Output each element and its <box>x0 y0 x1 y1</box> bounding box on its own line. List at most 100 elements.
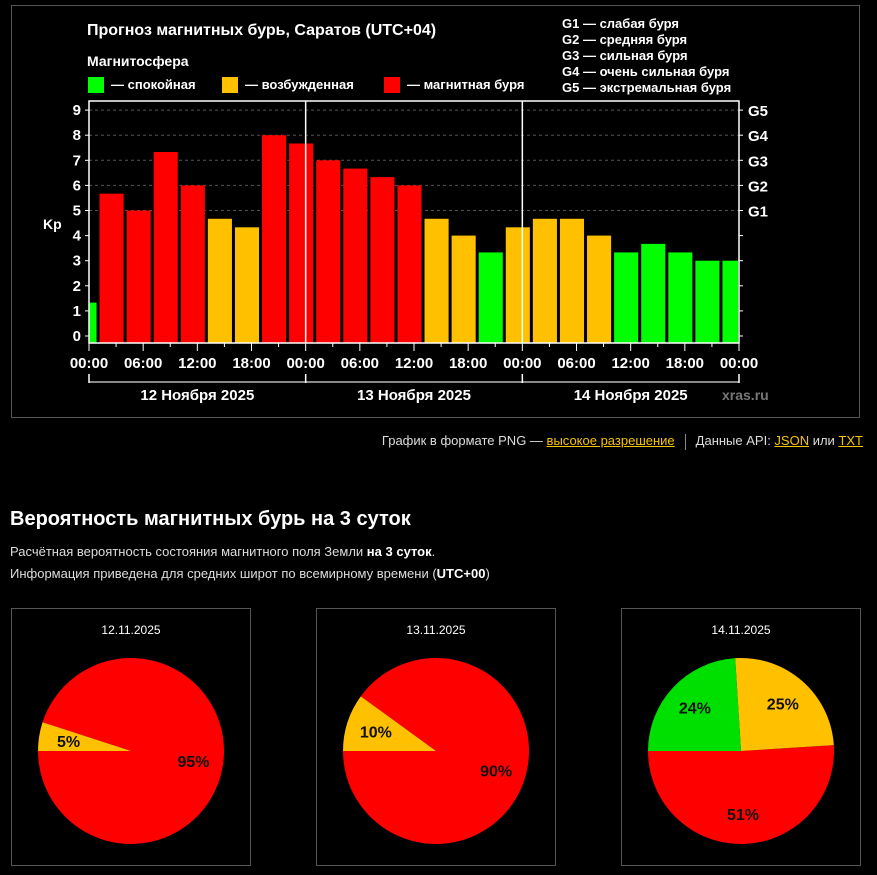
x-tick-label: 12:00 <box>395 355 433 372</box>
pie-day-2: 13.11.2025 90% 10% <box>316 608 556 866</box>
pie-label-active: 25% <box>767 697 799 714</box>
pie-slice-active <box>343 696 436 751</box>
pie-date: 13.11.2025 <box>406 623 466 637</box>
axes: 0 1 2 3 4 5 6 7 8 9 G1 G2 G3 G4 G5 00:00 06:00 12:00 18:00… <box>70 100 769 404</box>
g-scale-item-4: G4 — очень сильная буря <box>562 64 729 79</box>
kp-chart-frame <box>11 5 860 418</box>
kp-bar-7 <box>262 135 287 343</box>
desc-2-bold: UTC+00 <box>436 566 486 581</box>
g-level-label: G4 <box>748 128 769 145</box>
kp-bar-23 <box>695 260 720 343</box>
high-res-link[interactable]: высокое разрешение <box>546 433 675 448</box>
kp-bar-1 <box>99 193 124 343</box>
y-tick-label: 2 <box>73 278 81 295</box>
pie-date: 14.11.2025 <box>711 623 771 637</box>
legend-label-0: — спокойная <box>111 77 196 92</box>
kp-bar-18 <box>559 218 585 343</box>
legend-label-2: — магнитная буря <box>407 77 524 92</box>
kp-bar-6 <box>234 227 260 343</box>
desc-1-suffix: . <box>431 544 436 559</box>
day-label: 14 Ноября 2025 <box>574 387 688 404</box>
x-tick-label: 18:00 <box>449 355 487 372</box>
kp-bar-15 <box>478 252 503 343</box>
pie-label-active: 10% <box>360 724 392 741</box>
kp-bar-14 <box>451 235 476 343</box>
pie-label-storm: 95% <box>177 754 209 771</box>
chart-title: Прогноз магнитных бурь, Саратов (UTC+04) <box>87 22 436 39</box>
api-prefix: Данные API: <box>695 433 775 448</box>
y-tick-label: 7 <box>73 152 81 169</box>
x-tick-label: 00:00 <box>70 355 108 372</box>
kp-bar-13 <box>424 218 449 343</box>
kp-bar-24 <box>722 260 738 343</box>
g-level-label: G2 <box>748 178 768 195</box>
pie-label-storm: 51% <box>727 807 759 824</box>
kp-bar-8 <box>289 143 314 343</box>
watermark: xras.ru <box>722 387 769 403</box>
g-level-label: G1 <box>748 204 768 221</box>
x-tick-label: 06:00 <box>557 355 595 372</box>
pie-chart: 95% 5% <box>38 658 224 844</box>
y-tick-label: 4 <box>73 228 82 245</box>
pie-label-quiet: 24% <box>679 701 711 718</box>
kp-forecast-chart: Прогноз магнитных бурь, Саратов (UTC+04)… <box>43 16 769 404</box>
kp-bar-3 <box>153 152 178 343</box>
y-tick-label: 1 <box>73 303 81 320</box>
g-scale-item-2: G2 — средняя буря <box>562 32 687 47</box>
g-level-label: G3 <box>748 153 768 170</box>
probability-title: Вероятность магнитных бурь на 3 суток <box>10 508 411 530</box>
legend-swatch-2 <box>384 77 400 93</box>
x-tick-label: 00:00 <box>720 355 758 372</box>
kp-bar-4 <box>180 185 205 343</box>
txt-link[interactable]: TXT <box>838 433 863 448</box>
kp-bar-11 <box>370 177 395 343</box>
legend-title: Магнитосфера <box>87 53 189 69</box>
or-text: или <box>809 433 839 448</box>
divider <box>684 433 686 450</box>
day-label: 13 Ноября 2025 <box>357 387 471 404</box>
kp-bar-5 <box>207 218 232 343</box>
pie-chart: 90% 10% <box>343 658 529 844</box>
kp-bar-2 <box>126 210 151 343</box>
pie-day-1: 12.11.2025 95% 5% <box>11 608 251 866</box>
y-tick-label: 5 <box>73 203 81 220</box>
kp-bar-17 <box>532 218 557 343</box>
x-tick-label: 12:00 <box>178 355 216 372</box>
x-tick-label: 06:00 <box>124 355 162 372</box>
y-axis-label: Kp <box>43 216 62 232</box>
desc-1-text: Расчётная вероятность состояния магнитно… <box>10 544 367 559</box>
pie-day-3: 14.11.2025 51% 25% 24% <box>621 608 861 866</box>
x-tick-label: 18:00 <box>666 355 704 372</box>
y-tick-label: 8 <box>73 127 81 144</box>
pie-slice-quiet <box>648 658 741 751</box>
bars <box>89 135 738 343</box>
pie-slice-active <box>38 722 131 751</box>
kp-bar-12 <box>397 185 422 343</box>
g-scale-item-5: G5 — экстремальная буря <box>562 80 731 95</box>
kp-bar-10 <box>343 168 368 343</box>
kp-bar-19 <box>587 235 612 343</box>
legend-swatch-0 <box>88 77 104 93</box>
pie-slice-storm <box>648 745 834 845</box>
g-scale-item-3: G3 — сильная буря <box>562 48 688 63</box>
kp-bar-21 <box>641 243 666 343</box>
g-level-label: G5 <box>748 103 768 120</box>
kp-bar-16 <box>505 227 530 343</box>
desc-2-suffix: ) <box>485 566 490 581</box>
desc-1-bold: на 3 суток <box>366 544 432 559</box>
pie-chart: 51% 25% 24% <box>648 658 834 845</box>
png-prefix: График в формате PNG — <box>381 433 547 448</box>
x-tick-label: 12:00 <box>611 355 649 372</box>
legend-label-1: — возбужденная <box>245 77 354 92</box>
desc-2-text: Информация приведена для средних широт п… <box>10 566 437 581</box>
json-link[interactable]: JSON <box>774 433 810 448</box>
chart-links: График в формате PNG — высокое разрешени… <box>382 433 863 450</box>
probability-desc-1: Расчётная вероятность состояния магнитно… <box>10 544 435 559</box>
kp-bar-9 <box>316 160 341 343</box>
g-scale-item-1: G1 — слабая буря <box>562 16 679 31</box>
x-tick-label: 00:00 <box>286 355 324 372</box>
x-tick-label: 18:00 <box>232 355 270 372</box>
y-tick-label: 0 <box>73 328 81 345</box>
x-tick-label: 06:00 <box>341 355 379 372</box>
